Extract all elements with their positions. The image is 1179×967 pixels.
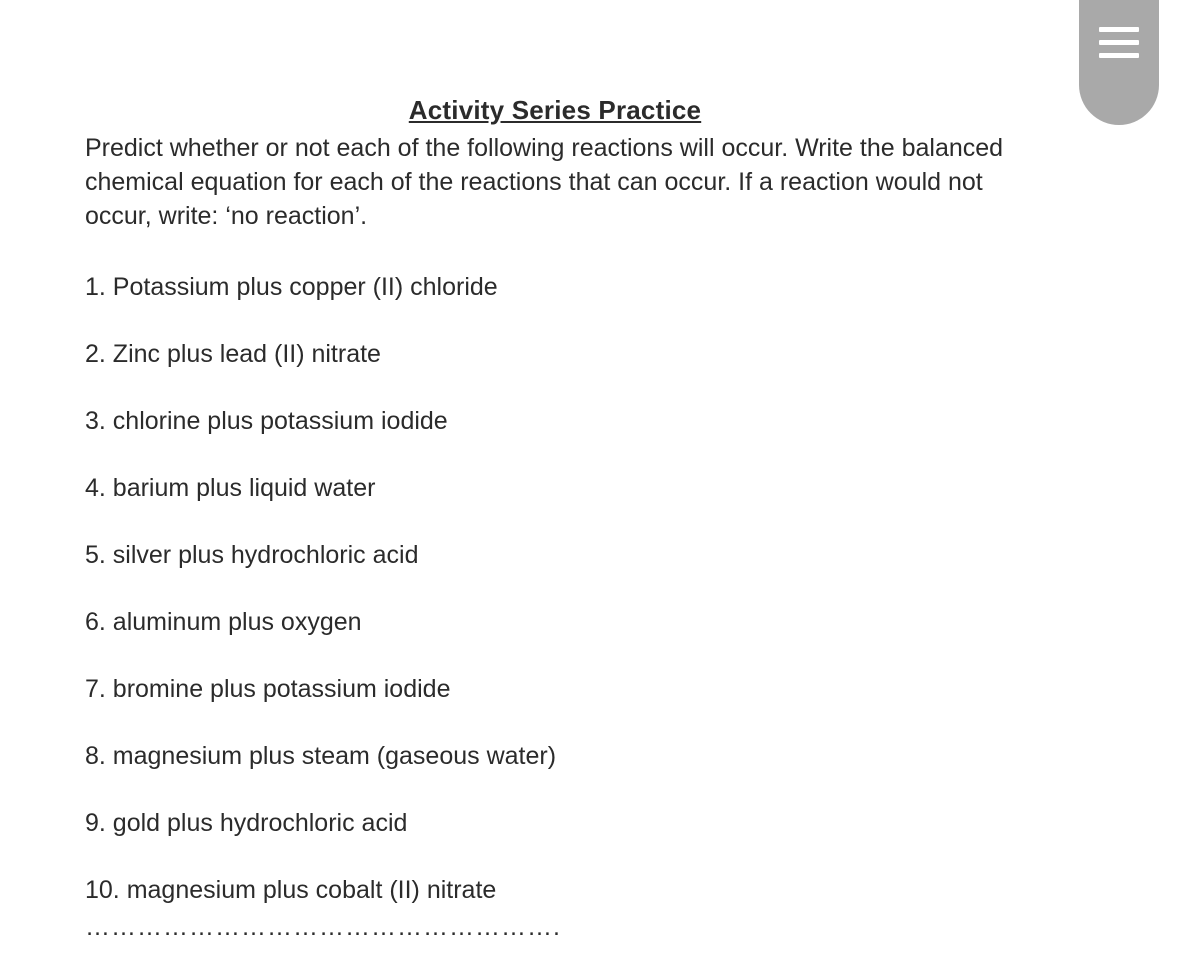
question-item: 6. aluminum plus oxygen: [85, 608, 1025, 637]
question-list: 1. Potassium plus copper (II) chloride 2…: [85, 273, 1025, 905]
question-item: 1. Potassium plus copper (II) chloride: [85, 273, 1025, 302]
page-title: Activity Series Practice: [85, 95, 1025, 126]
hamburger-icon: [1099, 27, 1139, 58]
question-item: 7. bromine plus potassium iodide: [85, 675, 1025, 704]
instructions-text: Predict whether or not each of the follo…: [85, 132, 1025, 233]
document-page: Activity Series Practice Predict whether…: [85, 95, 1025, 942]
question-item: 8. magnesium plus steam (gaseous water): [85, 742, 1025, 771]
question-item: 10. magnesium plus cobalt (II) nitrate: [85, 876, 1025, 905]
question-item: 5. silver plus hydrochloric acid: [85, 541, 1025, 570]
question-item: 2. Zinc plus lead (II) nitrate: [85, 340, 1025, 369]
question-item: 4. barium plus liquid water: [85, 474, 1025, 503]
menu-tab[interactable]: [1079, 0, 1159, 125]
question-item: 3. chlorine plus potassium iodide: [85, 407, 1025, 436]
separator-dots: ……………………………………………….: [85, 913, 1025, 942]
question-item: 9. gold plus hydrochloric acid: [85, 809, 1025, 838]
